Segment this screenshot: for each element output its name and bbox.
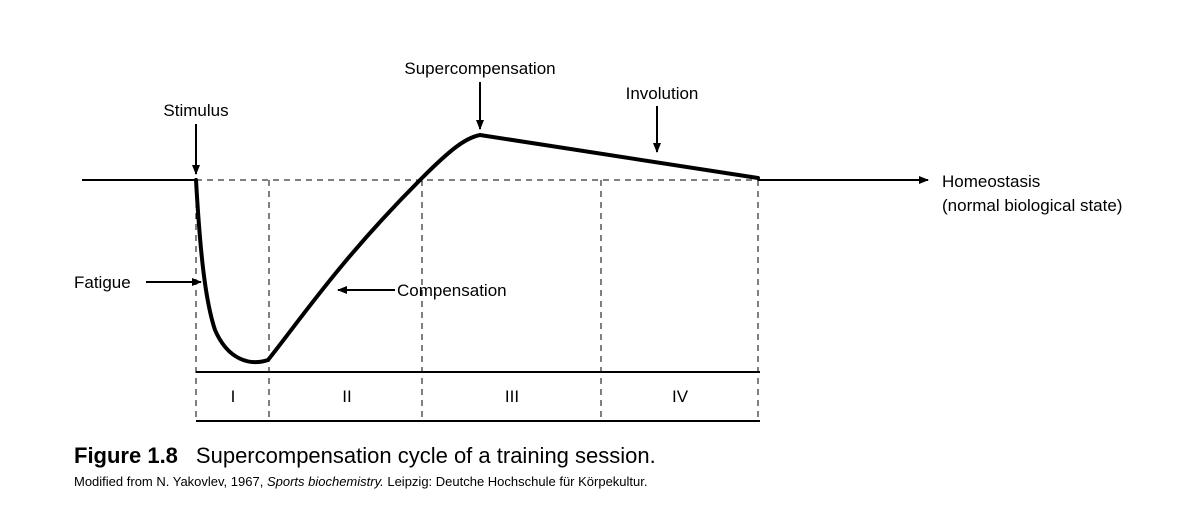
figure-number: Figure 1.8: [74, 443, 178, 468]
homeostasis-note: (normal biological state): [942, 196, 1122, 215]
phase-label-2: II: [342, 387, 351, 406]
phase-label-3: III: [505, 387, 519, 406]
supercompensation-label: Supercompensation: [404, 59, 555, 78]
involution-label: Involution: [626, 84, 699, 103]
source-suffix: Leipzig: Deutche Hochschule für Körpekul…: [383, 474, 648, 489]
caption-title-line: Figure 1.8 Supercompensation cycle of a t…: [74, 443, 656, 469]
supercompensation-curve: [194, 133, 760, 365]
caption-source: Modified from N. Yakovlev, 1967, Sports …: [74, 473, 656, 491]
caption-title: Supercompensation cycle of a training se…: [195, 443, 656, 468]
phase-label-1: I: [231, 387, 236, 406]
source-prefix: Modified from N. Yakovlev, 1967,: [74, 474, 267, 489]
homeostasis-label: Homeostasis: [942, 172, 1040, 191]
fatigue-label: Fatigue: [74, 273, 131, 292]
phase-label-4: IV: [672, 387, 689, 406]
compensation-label: Compensation: [397, 281, 507, 300]
source-title: Sports biochemistry.: [266, 474, 384, 489]
figure-caption: Figure 1.8 Supercompensation cycle of a t…: [74, 443, 656, 491]
stimulus-label: Stimulus: [163, 101, 228, 120]
supercompensation-diagram: Stimulus Supercompensation Involution Ho…: [74, 59, 1122, 422]
